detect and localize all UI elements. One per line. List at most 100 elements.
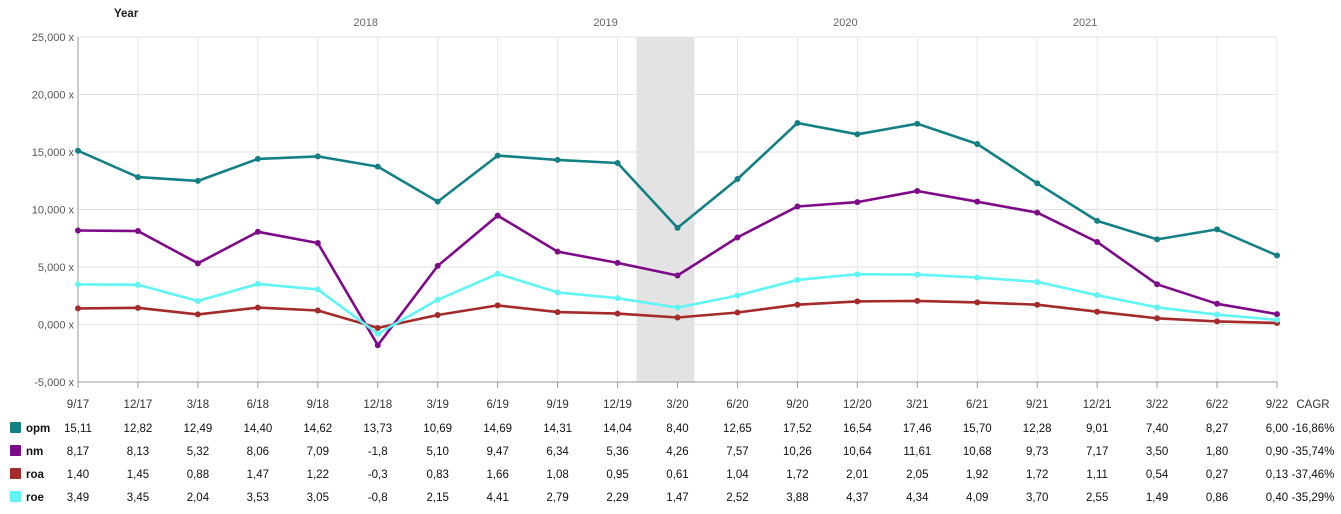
table-cell: 1,49 [1146,492,1168,504]
table-cell: 1,45 [127,469,149,481]
y-tick-label: 0,000 x [38,320,75,332]
year-label: 2019 [593,17,617,29]
data-point-roa [254,304,261,311]
data-table: CAGR opm 15,11 12,82 12,49 14,40 14,62 13,73 10,… [10,399,1334,504]
data-point-roa [794,301,801,308]
data-point-roa [854,298,861,305]
x-tick-label: 6/22 [1206,399,1228,411]
data-point-roa [75,305,81,312]
row-label-nm: nm [26,446,43,458]
table-cell: 1,47 [666,492,688,504]
table-cell: 15,11 [64,423,92,435]
cagr-header: CAGR [1296,399,1329,411]
table-cell: 5,36 [606,446,628,458]
table-cell: 2,52 [726,492,748,504]
data-point-nm [494,212,501,219]
data-point-opm [194,177,201,184]
y-tick-label: 25,000 x [32,32,75,44]
data-point-roa [1034,301,1041,308]
row-label-roe: roe [26,492,44,504]
data-point-nm [1094,239,1101,246]
table-cell: 14,69 [483,423,512,435]
data-point-opm [974,140,981,147]
table-cell: 1,66 [486,469,508,481]
data-point-roa [374,324,381,331]
x-tick-label: 9/22 [1266,399,1288,411]
table-cell: 8,17 [67,446,89,458]
table-cell: 16,54 [843,423,872,435]
table-cell: 1,22 [307,469,329,481]
data-point-roe [1274,316,1280,323]
data-point-roa [914,297,921,304]
table-cell: 15,70 [963,423,992,435]
data-point-roe [254,280,261,287]
data-point-nm [1274,311,1280,318]
cagr-value: -35,74% [1292,446,1335,458]
data-point-opm [134,174,141,181]
x-tick-label: 3/22 [1146,399,1168,411]
table-cell: 17,46 [903,423,932,435]
table-cell: -0,8 [368,492,388,504]
x-tick-label: 6/18 [247,399,269,411]
x-tick-label: 12/18 [363,399,392,411]
cagr-value: -37,46% [1292,469,1335,481]
table-cell: 14,04 [603,423,632,435]
data-point-roa [1214,318,1221,325]
table-cell: -1,8 [368,446,388,458]
data-point-nm [75,227,81,234]
table-cell: 6,34 [546,446,569,458]
data-point-roa [314,307,321,314]
cagr-value: -35,29% [1292,492,1335,504]
table-cell: 1,72 [1026,469,1048,481]
table-cell: 2,05 [906,469,928,481]
table-cell: 17,52 [783,423,812,435]
table-cell: 4,37 [846,492,868,504]
data-point-opm [434,198,441,205]
data-point-roe [194,298,201,305]
table-cell: 3,50 [1146,446,1168,458]
x-tick-label: 3/20 [666,399,688,411]
data-point-opm [554,156,561,163]
table-cell: 2,04 [187,492,210,504]
data-point-roe [914,271,921,278]
x-tick-label: 9/17 [67,399,89,411]
table-cell: 3,49 [67,492,89,504]
table-cell: 0,88 [187,469,209,481]
data-point-opm [914,120,921,127]
x-tick-label: 12/21 [1083,399,1112,411]
data-point-nm [674,272,681,279]
year-label: 2020 [833,17,857,29]
table-cell: 0,54 [1146,469,1169,481]
table-cell: 2,55 [1086,492,1108,504]
table-cell: 9,01 [1086,423,1108,435]
table-cell: 3,88 [786,492,808,504]
table-cell: 1,92 [966,469,988,481]
data-point-nm [854,199,861,206]
x-tick-label: 3/18 [187,399,209,411]
y-tick-label: 5,000 x [38,262,75,274]
table-cell: -0,3 [368,469,388,481]
data-point-roa [1154,315,1161,322]
table-cell: 11,61 [903,446,931,458]
data-point-nm [554,248,561,255]
table-cell: 3,05 [307,492,329,504]
data-point-nm [374,342,381,349]
data-point-nm [434,262,441,269]
table-cell: 10,68 [963,446,992,458]
data-point-roe [734,292,741,299]
data-point-roe [374,330,381,337]
table-cell: 1,08 [546,469,568,481]
x-tick-label: 6/19 [486,399,508,411]
y-tick-label: 15,000 x [32,147,75,159]
table-cell: 1,11 [1086,469,1108,481]
data-point-opm [674,224,681,231]
data-point-roa [734,309,741,316]
year-label: 2021 [1073,17,1097,29]
table-cell: 9,47 [486,446,508,458]
data-point-opm [1034,180,1041,187]
data-point-nm [914,187,921,194]
table-cell: 12,28 [1023,423,1052,435]
table-cell: 3,45 [127,492,149,504]
data-point-roe [554,289,561,296]
table-cell: 12,82 [124,423,153,435]
